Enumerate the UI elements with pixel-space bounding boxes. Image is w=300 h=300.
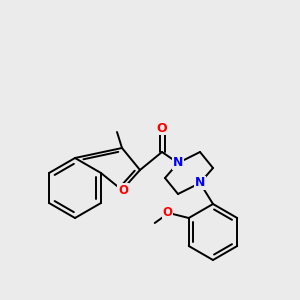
Text: O: O <box>118 184 128 196</box>
Text: N: N <box>195 176 205 190</box>
Text: O: O <box>157 122 167 134</box>
Text: O: O <box>163 206 173 220</box>
Text: N: N <box>173 157 183 169</box>
